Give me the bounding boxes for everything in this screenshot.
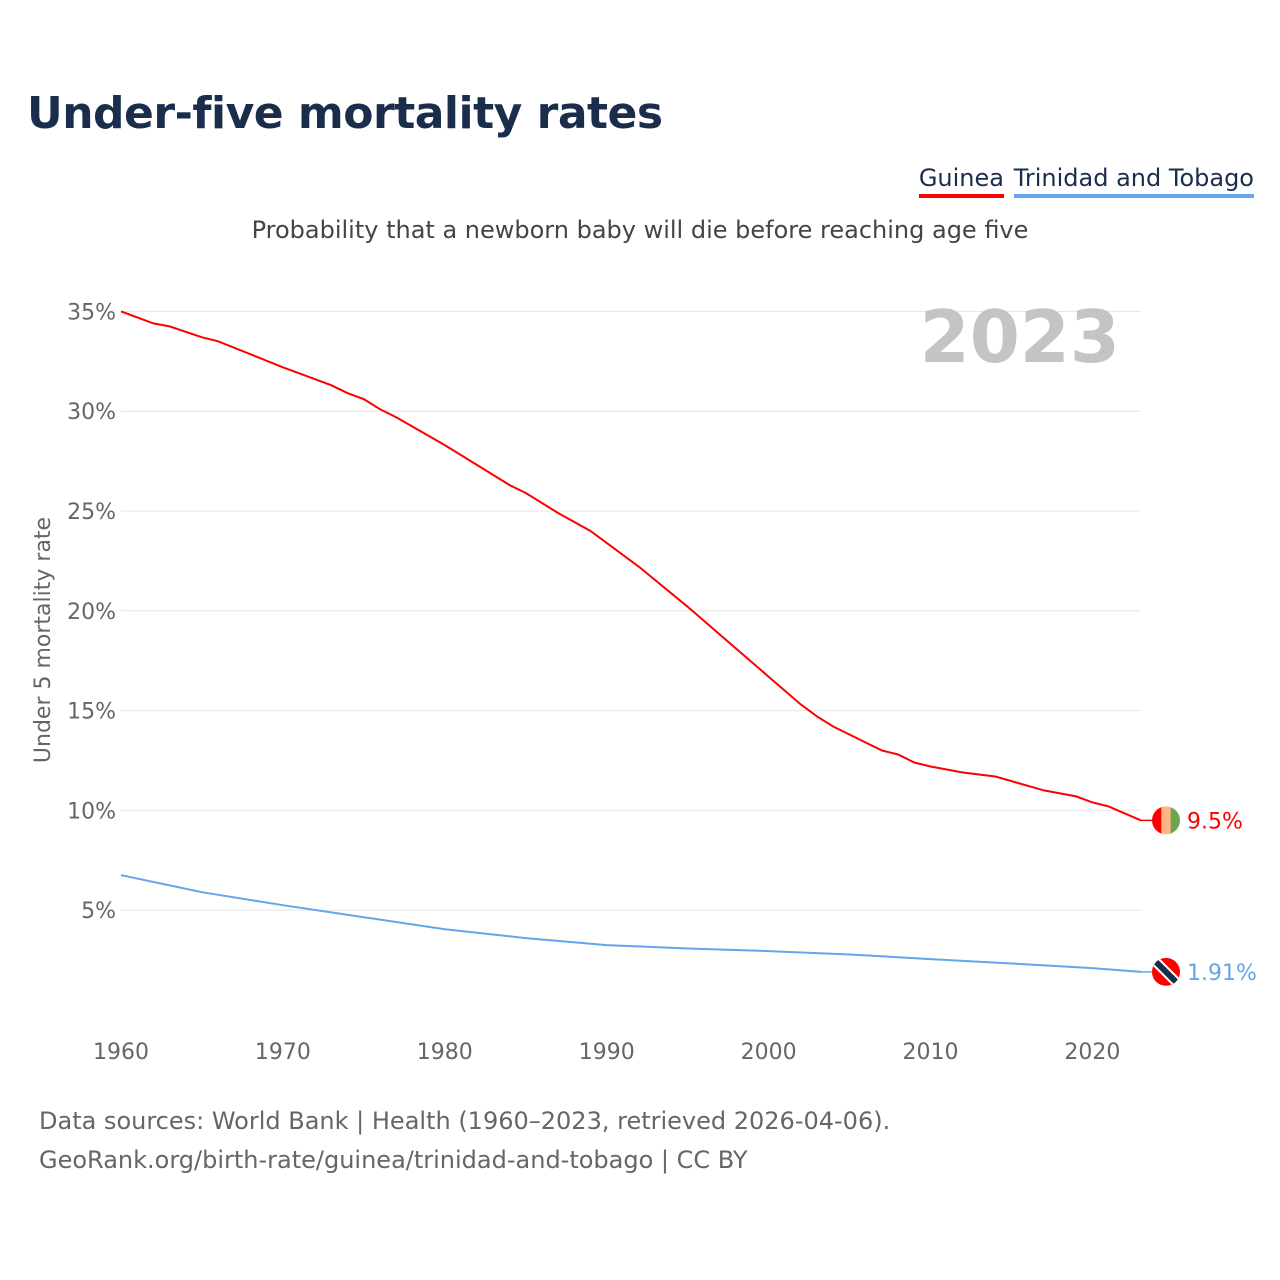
y-tick-label: 25% [67, 500, 116, 525]
legend-trinidad-and-tobago[interactable]: Trinidad and Tobago [1013, 164, 1254, 198]
y-tick-label: 10% [67, 799, 116, 824]
y-axis-label: Under 5 mortality rate [31, 517, 56, 763]
series-line-trinidad [120, 874, 1142, 973]
x-tick-label: 1990 [579, 1040, 635, 1065]
trinidad-flag-icon [1152, 957, 1180, 986]
x-tick-label: 1960 [93, 1040, 149, 1065]
x-tick-label: 2020 [1064, 1040, 1120, 1065]
guinea-flag-icon [1152, 806, 1180, 835]
x-tick-label: 1980 [417, 1040, 473, 1065]
chart-subtitle: Probability that a newborn baby will die… [251, 216, 1029, 244]
chart-title: Under-five mortality rates [27, 88, 663, 139]
y-tick-label: 35% [67, 300, 116, 325]
y-tick-label: 15% [67, 700, 116, 725]
x-tick-label: 2000 [741, 1040, 797, 1065]
x-tick-label: 1970 [255, 1040, 311, 1065]
year-watermark: 2023 [920, 295, 1120, 379]
end-value-label: 9.5% [1187, 809, 1243, 834]
footer-sources: Data sources: World Bank | Health (1960–… [39, 1107, 891, 1135]
legend-guinea[interactable]: Guinea [918, 164, 1004, 198]
y-tick-label: 30% [67, 400, 116, 425]
x-tick-label: 2010 [903, 1040, 959, 1065]
series-line-guinea [120, 310, 1142, 822]
end-value-label: 1.91% [1187, 961, 1257, 986]
footer-link[interactable]: GeoRank.org/birth-rate/guinea/trinidad-a… [39, 1146, 748, 1174]
y-tick-label: 20% [67, 600, 116, 625]
y-tick-label: 5% [81, 899, 116, 924]
